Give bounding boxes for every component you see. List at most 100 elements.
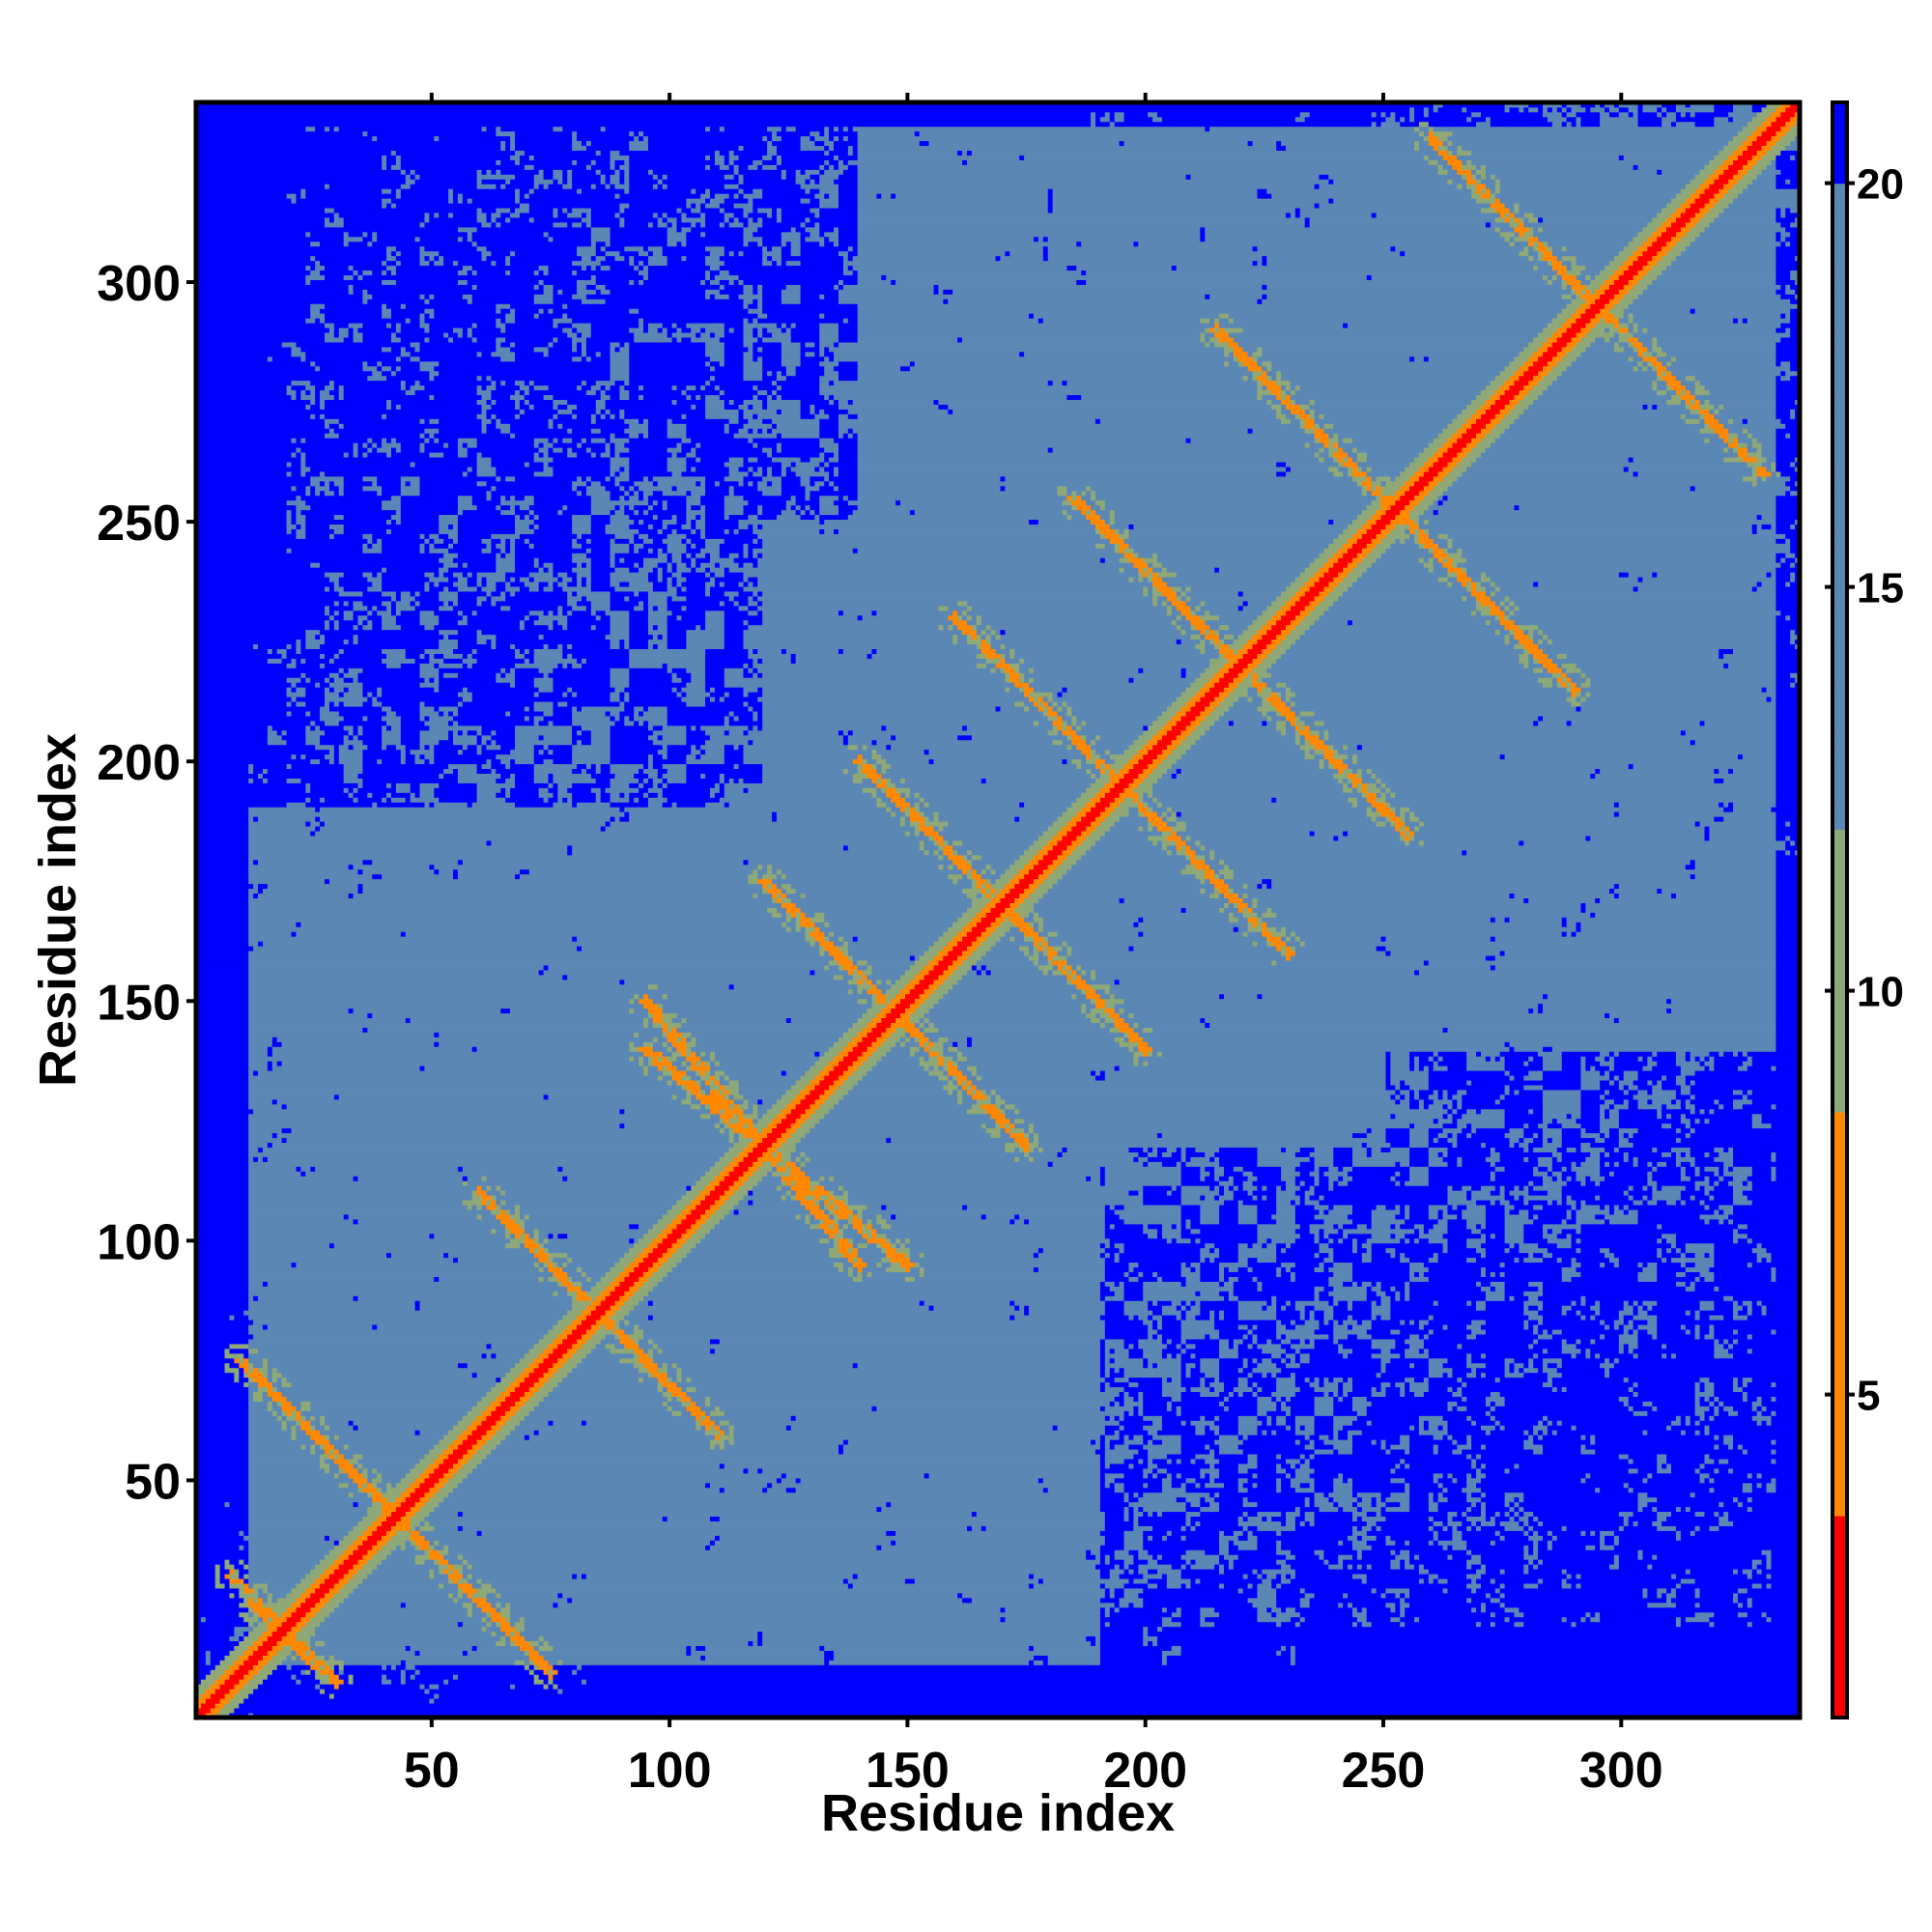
heatmap-cell-run: [524, 1660, 530, 1665]
heatmap-cell-run: [439, 1487, 454, 1493]
heatmap-cell-run: [1247, 1530, 1253, 1536]
heatmap-cell-run: [533, 1381, 544, 1388]
heatmap-cell-run: [1143, 1291, 1196, 1296]
heatmap-cell-run: [296, 1420, 301, 1426]
heatmap-cell-run: [1433, 1449, 1439, 1455]
heatmap-cell-run: [1200, 1616, 1206, 1623]
heatmap: [196, 102, 1801, 1719]
heatmap-cell-run: [1600, 1300, 1625, 1306]
heatmap-cell-run: [847, 1578, 906, 1584]
heatmap-cell-run: [1114, 1564, 1121, 1570]
heatmap-cell-run: [1737, 1237, 1748, 1244]
heatmap-cell-run: [1761, 1310, 1767, 1316]
heatmap-cell-run: [1299, 1482, 1311, 1489]
heatmap-cell-run: [1675, 1593, 1696, 1599]
heatmap-cell-run: [519, 1381, 535, 1388]
heatmap-cell-run: [1400, 1295, 1406, 1301]
heatmap-cell-run: [1561, 1616, 1568, 1623]
heatmap-cell-run: [196, 1574, 216, 1579]
heatmap-cell-run: [1647, 1602, 1677, 1608]
heatmap-cell-run: [1714, 1262, 1748, 1268]
heatmap-cell-run: [1276, 1611, 1301, 1618]
heatmap-cell-run: [1185, 1276, 1201, 1282]
heatmap-cell-run: [1504, 1396, 1620, 1402]
heatmap-cell-run: [1200, 1300, 1239, 1306]
heatmap-cell-run: [1642, 1549, 1762, 1555]
heatmap-cell-run: [610, 1281, 620, 1287]
heatmap-cell-run: [1099, 1549, 1116, 1555]
heatmap-cell-run: [1161, 1276, 1186, 1282]
heatmap-cell-run: [847, 1247, 854, 1254]
heatmap-cell-run: [1123, 1564, 1129, 1570]
heatmap-cell-run: [1556, 1242, 1572, 1249]
heatmap-cell-run: [1180, 1410, 1258, 1416]
heatmap-cell-run: [262, 1324, 269, 1330]
heatmap-cell-run: [271, 1377, 278, 1383]
heatmap-cell-run: [1148, 1578, 1168, 1584]
heatmap-cell-run: [891, 1501, 1101, 1508]
heatmap-cell-run: [1237, 1367, 1244, 1374]
heatmap-cell-run: [528, 1247, 535, 1254]
heatmap-cell-run: [457, 1621, 464, 1628]
heatmap-cell-run: [762, 1631, 1101, 1637]
heatmap-cell-run: [1580, 1262, 1601, 1268]
heatmap-cell-run: [439, 1439, 454, 1445]
heatmap-cell-run: [1447, 1386, 1453, 1393]
heatmap-cell-run: [1219, 1449, 1244, 1455]
heatmap-cell-run: [548, 1344, 558, 1350]
heatmap-cell-run: [1361, 1578, 1368, 1584]
heatmap-cell-run: [300, 1616, 311, 1623]
heatmap-cell-run: [328, 1242, 335, 1249]
heatmap-cell-run: [1042, 1247, 1106, 1254]
heatmap-cell-run: [1290, 1660, 1296, 1665]
heatmap-cell-run: [667, 1372, 677, 1378]
heatmap-cell-run: [1143, 1425, 1163, 1431]
heatmap-cell-run: [1119, 1574, 1144, 1579]
heatmap-cell-run: [338, 1554, 350, 1560]
heatmap-cell-run: [1242, 1367, 1253, 1374]
heatmap-cell-run: [519, 1420, 549, 1426]
heatmap-cell-run: [1457, 1406, 1467, 1411]
heatmap-cell-run: [291, 1401, 301, 1406]
heatmap-cell-run: [1214, 1310, 1220, 1316]
heatmap-cell-run: [1623, 1329, 1630, 1335]
heatmap-cell-run: [1351, 1247, 1358, 1254]
heatmap-cell-run: [1652, 1564, 1753, 1570]
heatmap-cell-run: [705, 1430, 721, 1435]
heatmap-cell-run: [1290, 1339, 1301, 1345]
heatmap-cell-run: [1547, 1362, 1558, 1369]
heatmap-cell-run: [962, 1593, 1106, 1599]
heatmap-cell-run: [1585, 1472, 1591, 1479]
heatmap-cell-run: [871, 1271, 921, 1277]
heatmap-cell-run: [1699, 1324, 1710, 1330]
heatmap-cell-run: [353, 1549, 368, 1555]
heatmap-cell-run: [1675, 1237, 1734, 1244]
heatmap-cell-run: [467, 1611, 473, 1618]
heatmap-cell-run: [1099, 1459, 1106, 1464]
heatmap-cell-run: [634, 1266, 649, 1272]
heatmap-cell-run: [1262, 1386, 1277, 1393]
heatmap-cell-run: [1485, 1271, 1492, 1277]
heatmap-cell-run: [267, 1626, 278, 1633]
heatmap-cell-run: [1504, 1362, 1510, 1369]
heatmap-cell-run: [382, 1487, 387, 1493]
heatmap-cell-run: [1356, 1525, 1363, 1531]
heatmap-cell-run: [1123, 1482, 1144, 1489]
heatmap-cell-run: [1519, 1367, 1524, 1374]
heatmap-cell-run: [1214, 1496, 1244, 1503]
heatmap-cell-run: [852, 1574, 859, 1579]
heatmap-cell-run: [491, 1386, 506, 1393]
heatmap-cell-run: [1319, 1320, 1324, 1325]
heatmap-cell-run: [1519, 1516, 1529, 1521]
heatmap-cell-run: [1733, 1237, 1739, 1244]
heatmap-cell-run: [1437, 1501, 1472, 1508]
heatmap-cell-run: [1561, 1362, 1601, 1369]
heatmap-cell-run: [1400, 1463, 1406, 1469]
heatmap-cell-run: [785, 1487, 797, 1493]
heatmap-cell-run: [795, 1487, 1044, 1493]
heatmap-cell-run: [1776, 1439, 1801, 1445]
heatmap-cell-run: [1580, 1348, 1586, 1354]
heatmap-cell-run: [895, 1237, 901, 1244]
heatmap-cell-run: [1123, 1506, 1129, 1513]
heatmap-cell-run: [1657, 1506, 1677, 1513]
